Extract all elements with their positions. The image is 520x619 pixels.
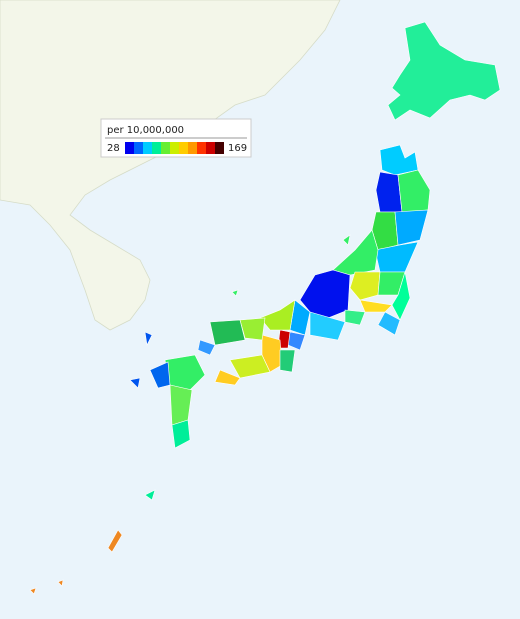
legend-swatch <box>161 142 170 154</box>
shizuoka <box>309 311 346 341</box>
nagasaki <box>149 361 171 389</box>
legend-swatch <box>179 142 188 154</box>
amami <box>144 489 156 501</box>
small-islands <box>231 234 351 297</box>
legend-title: per 10,000,000 <box>107 125 184 136</box>
yamaguchi <box>197 339 216 356</box>
kagawa <box>229 354 271 379</box>
okinawa <box>29 529 123 595</box>
mie <box>279 349 296 373</box>
fukushima <box>374 241 419 273</box>
legend-swatch <box>143 142 152 154</box>
ibaraki <box>391 271 411 321</box>
legend-color-bar <box>125 142 224 154</box>
okayama <box>209 319 246 346</box>
legend-swatch <box>206 142 215 154</box>
legend: per 10,000,000 28 169 <box>100 118 252 158</box>
japan <box>29 21 501 595</box>
legend-swatch <box>170 142 179 154</box>
yamanashi <box>344 309 366 326</box>
legend-swatch <box>197 142 206 154</box>
mainland-asia <box>0 0 341 331</box>
hyogo <box>239 317 266 341</box>
aomori <box>379 144 419 176</box>
legend-swatch <box>152 142 161 154</box>
legend-min: 28 <box>107 143 120 154</box>
gunma <box>349 271 381 301</box>
legend-swatch <box>215 142 224 154</box>
kagoshima <box>171 419 191 449</box>
legend-max: 169 <box>228 143 247 154</box>
nagano <box>299 269 351 319</box>
osaka <box>261 334 283 373</box>
iwate <box>397 169 431 213</box>
legend-swatch <box>125 142 134 154</box>
kochi <box>214 369 241 386</box>
miyagi <box>394 209 429 246</box>
legend-swatch <box>188 142 197 154</box>
chiba <box>377 311 401 336</box>
legend-swatch <box>134 142 143 154</box>
hokkaido <box>387 21 501 121</box>
fukui <box>259 299 296 331</box>
islands-west <box>129 331 153 389</box>
